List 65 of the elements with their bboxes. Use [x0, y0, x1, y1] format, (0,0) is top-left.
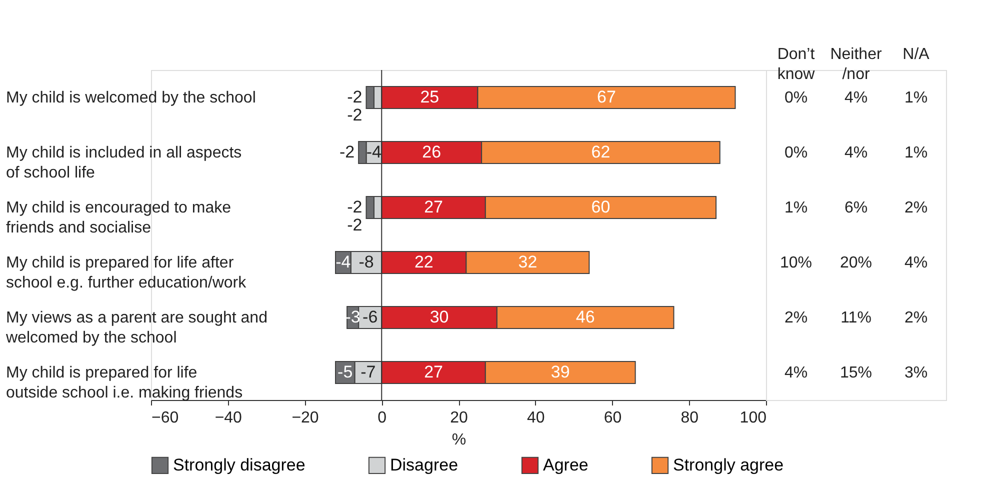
text: 2% [904, 200, 928, 216]
legend-label: Agree [543, 455, 588, 474]
data-label: -8 [358, 252, 374, 272]
data-label: 60 [591, 198, 610, 216]
legend-label: Disagree [390, 455, 458, 474]
data-label: -2 [347, 216, 362, 234]
data-label: 46 [576, 308, 595, 326]
text: 4% [784, 364, 808, 382]
data-label: -4 [336, 252, 351, 272]
x-axis-title: % [452, 432, 466, 448]
x-tick-label: 20 [450, 410, 468, 426]
data-label: -3 [345, 308, 360, 326]
data-label: -2 [339, 142, 355, 162]
data-label: 22 [414, 252, 434, 272]
text: 10% [780, 254, 812, 272]
data-label: 26 [422, 142, 442, 162]
legend-label: Strongly agree [673, 455, 784, 474]
legend-label: Strongly disagree [173, 455, 306, 474]
text: 2% [904, 310, 928, 326]
category-label: Neither /nor [830, 46, 882, 83]
text: 1% [904, 90, 928, 106]
x-tick-label: −20 [292, 410, 319, 426]
y-tick-label: My child is welcomed by the school [6, 90, 256, 106]
text: 2% [784, 310, 808, 326]
text: 4% [844, 90, 868, 106]
data-label: 39 [550, 362, 570, 382]
data-label: -6 [362, 308, 378, 326]
y-tick-label: My child is prepared for life outside school i.e. making friends [6, 364, 243, 402]
data-label: -2 [347, 88, 362, 106]
y-tick-label: My child is encouraged to make friends and socialise [6, 200, 232, 236]
data-label: 62 [591, 142, 610, 162]
text: 4% [844, 144, 868, 162]
text: 0% [784, 90, 808, 106]
text: 1% [784, 200, 808, 216]
data-label: 25 [420, 88, 440, 106]
text: 20% [840, 254, 872, 272]
text: 0% [784, 144, 808, 162]
text: 3% [904, 364, 928, 382]
data-label: 27 [424, 198, 443, 216]
data-label: 32 [518, 252, 538, 272]
category-label: Don’t know [777, 46, 816, 83]
data-label: -2 [347, 106, 362, 124]
data-label: 30 [430, 308, 449, 326]
x-tick-label: 60 [604, 410, 622, 426]
data-label: -4 [366, 142, 382, 162]
data-label: -5 [338, 362, 353, 382]
y-tick-label: My child is included in all aspects of school life [6, 144, 242, 182]
data-label: 67 [597, 88, 616, 106]
category-label: N/A [902, 46, 930, 63]
data-label: 27 [424, 362, 443, 382]
text: 4% [904, 254, 928, 272]
x-tick-label: 40 [526, 410, 545, 426]
x-tick-label: 100 [740, 410, 767, 426]
x-tick-label: 80 [680, 410, 699, 426]
text: 1% [904, 144, 928, 162]
data-label: -7 [360, 362, 376, 382]
y-tick-label: My child is prepared for life after school e.g. further education/work [6, 254, 248, 292]
text: 11% [840, 310, 872, 326]
data-label: -2 [347, 198, 362, 216]
x-tick-label: −40 [214, 410, 242, 426]
text: 6% [844, 200, 868, 216]
text: 15% [840, 364, 872, 382]
y-tick-label: My views as a parent are sought and welcomed by the school [5, 310, 268, 346]
x-tick-label: −60 [152, 410, 179, 426]
x-tick-label: 0 [378, 410, 387, 426]
